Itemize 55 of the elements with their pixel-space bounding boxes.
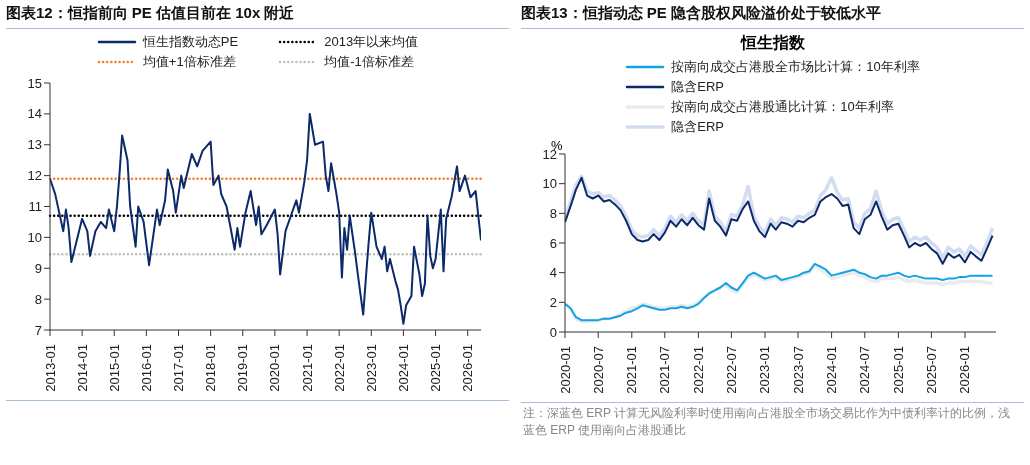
- x-tick-label: 2021-01: [299, 344, 315, 392]
- legend-label: 隐含ERP: [670, 118, 725, 136]
- x-tick-label: 2020-01: [267, 344, 283, 392]
- x-tick-label: 2015-01: [106, 344, 122, 392]
- y-tick-label: 12: [27, 168, 42, 184]
- x-tick-label: 2023-07: [790, 346, 806, 394]
- x-tick-label: 2014-01: [74, 344, 90, 392]
- x-tick-label: 2022-07: [723, 346, 739, 394]
- x-tick-label: 2018-01: [203, 344, 219, 392]
- legend-label: 按南向成交占港股全市场比计算：10年利率: [670, 58, 920, 76]
- x-tick-label: 2021-07: [657, 346, 673, 394]
- y-tick-label: 15: [27, 75, 42, 91]
- x-tick-label: 2017-01: [171, 344, 187, 392]
- x-tick-label: 2022-01: [331, 344, 347, 392]
- text: 注：深蓝色 ERP 计算无风险利率时使用南向占港股全市场交易比作为中债利率计的比例，浅蓝色 ERP 使用南向占港股通比: [522, 405, 1012, 439]
- legend-label: 隐含ERP: [670, 78, 725, 96]
- y-tick-label: 14: [27, 106, 42, 122]
- x-tick-label: 2025-01: [428, 344, 444, 392]
- x-tick-label: 2019-01: [235, 344, 251, 392]
- x-tick-label: 2021-01: [624, 346, 640, 394]
- legend-label: 2013年以来均值: [323, 33, 419, 51]
- x-tick-label: 2024-01: [395, 344, 411, 392]
- y-tick-label: 10: [27, 229, 42, 245]
- x-tick-label: 2024-01: [824, 346, 840, 394]
- legend-label: 按南向成交占港股通比计算：10年利率: [670, 98, 895, 116]
- y-tick-label: 0: [549, 324, 557, 340]
- x-tick-label: 2023-01: [363, 344, 379, 392]
- x-tick-label: 2025-07: [923, 346, 939, 394]
- x-tick-label: 2023-01: [757, 346, 773, 394]
- x-tick-label: 2024-07: [857, 346, 873, 394]
- chart-title: 图表12：恒指前向 PE 估值目前在 10x 附近: [5, 3, 296, 23]
- x-tick-label: 2026-01: [957, 346, 973, 394]
- x-tick-label: 2026-01: [460, 344, 476, 392]
- x-tick-label: 2020-07: [590, 346, 606, 394]
- legend-label: 均值-1倍标准差: [323, 53, 415, 71]
- y-tick-label: 8: [34, 291, 42, 307]
- y-tick-label: 10: [542, 176, 557, 192]
- chart-title: 图表13：恒指动态 PE 隐含股权风险溢价处于较低水平: [520, 3, 883, 23]
- y-tick-label: 9: [34, 260, 42, 276]
- y-tick-label: 7: [34, 322, 42, 338]
- y-tick-label: 2: [549, 294, 557, 310]
- x-tick-label: 2016-01: [138, 344, 154, 392]
- y-tick-label: 13: [27, 137, 42, 153]
- x-tick-label: 2025-01: [890, 346, 906, 394]
- y-tick-label: 8: [549, 205, 557, 221]
- y-tick-label: 11: [28, 199, 42, 215]
- y-tick-label: 6: [549, 235, 557, 251]
- line-series: [50, 112, 481, 325]
- legend-label: 均值+1倍标准差: [141, 53, 237, 71]
- legend-label: 恒生指数动态PE: [141, 33, 239, 51]
- x-tick-label: 2013-01: [42, 344, 58, 392]
- x-tick-label: 2022-01: [690, 346, 706, 394]
- x-tick-label: 2020-01: [557, 346, 573, 394]
- y-tick-label: 4: [549, 265, 557, 281]
- chart-subtitle: 恒生指数: [739, 33, 806, 53]
